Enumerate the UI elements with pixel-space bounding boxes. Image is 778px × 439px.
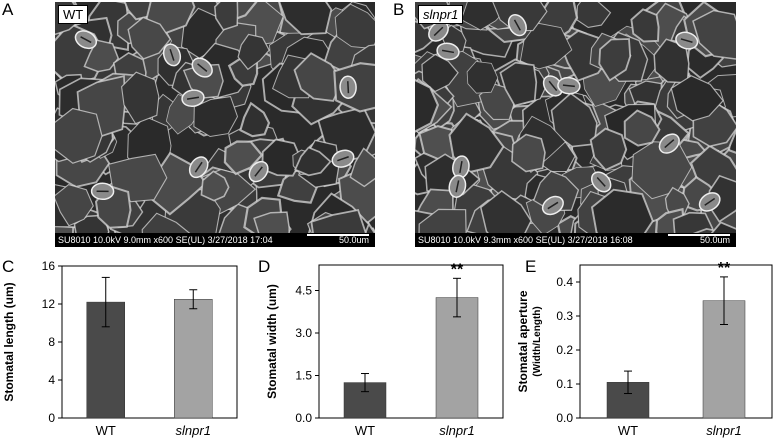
y-axis-label: Stomatal aperture xyxy=(516,290,530,392)
x-tick-label: slnpr1 xyxy=(706,423,741,438)
sem-label-slnpr1: slnpr1 xyxy=(418,5,464,24)
cell-walls xyxy=(55,2,375,247)
y-tick-label: 0.1 xyxy=(556,377,573,391)
y-tick-label: 8 xyxy=(48,335,55,349)
x-tick-label: WT xyxy=(96,423,116,438)
y-tick-label: 0.0 xyxy=(295,411,312,425)
bar-slnpr1 xyxy=(174,299,213,419)
y-tick-label: 1.5 xyxy=(295,369,312,383)
sem-texture xyxy=(55,2,375,247)
chart-stomatal-width: 0.0 1.5 3.0 4.5 Stomatal width (um) WT slnpr1 *… xyxy=(265,261,504,438)
y-tick-label: 4 xyxy=(48,373,55,387)
y-axis-label: Stomatal width (um) xyxy=(265,284,279,399)
sem-label-wt: WT xyxy=(58,5,89,24)
sem-info-bar: SU8010 10.0kV 9.0mm x600 SE(UL) 3/27/201… xyxy=(55,233,375,247)
y-tick-label: 16 xyxy=(42,259,56,273)
y-tick-label: 0.4 xyxy=(556,275,573,289)
y-tick-label: 3.0 xyxy=(295,326,312,340)
x-tick-label: slnpr1 xyxy=(439,423,474,438)
sem-metadata: SU8010 10.0kV 9.3mm x600 SE(UL) 3/27/201… xyxy=(418,235,633,245)
scale-bar-line xyxy=(307,234,369,236)
panel-letter-d: D xyxy=(258,257,271,276)
chart-stomatal-length: 0 4 8 12 16 Stomatal length (um) WT slnpr1 xyxy=(2,259,238,438)
scale-bar-label: 50.0um xyxy=(699,235,730,245)
sem-texture xyxy=(415,2,736,247)
y-axis-label: Stomatal length (um) xyxy=(2,282,16,401)
sem-image-slnpr1: slnpr1 SU8010 10.0kV 9.3mm x600 SE(UL) 3… xyxy=(415,2,736,247)
y-tick-label: 0.0 xyxy=(556,411,573,425)
panel-letter-a: A xyxy=(2,0,14,19)
panel-letter-c: C xyxy=(2,257,15,276)
stomata xyxy=(428,13,721,216)
scale-bar-line xyxy=(668,234,730,236)
significance-marker: ** xyxy=(451,261,464,278)
y-tick-label: 0.3 xyxy=(556,309,573,323)
panel-letter-b: B xyxy=(393,0,405,19)
y-axis-label-secondary: (Width/Length) xyxy=(532,306,543,376)
y-tick-label: 0.2 xyxy=(556,343,573,357)
y-tick-label: 4.5 xyxy=(295,284,312,298)
sem-info-bar: SU8010 10.0kV 9.3mm x600 SE(UL) 3/27/201… xyxy=(415,233,736,247)
stomata xyxy=(74,30,357,201)
x-tick-label: slnpr1 xyxy=(176,423,211,438)
significance-marker: ** xyxy=(718,260,731,277)
chart-stomatal-aperture: 0.0 0.1 0.2 0.3 0.4 Stomatal aperture (Width/L… xyxy=(516,260,773,438)
x-tick-label: WT xyxy=(618,423,638,438)
y-tick-label: 12 xyxy=(42,297,56,311)
y-tick-label: 0 xyxy=(48,411,55,425)
plot-frame xyxy=(579,264,773,419)
bar-slnpr1 xyxy=(435,297,479,419)
panel-letter-e: E xyxy=(525,257,537,276)
plot-frame xyxy=(318,264,504,419)
scale-bar-label: 50.0um xyxy=(338,235,369,245)
sem-image-wt: WT SU8010 10.0kV 9.0mm x600 SE(UL) 3/27/… xyxy=(55,2,375,247)
x-tick-label: WT xyxy=(355,423,375,438)
sem-metadata: SU8010 10.0kV 9.0mm x600 SE(UL) 3/27/201… xyxy=(58,235,273,245)
